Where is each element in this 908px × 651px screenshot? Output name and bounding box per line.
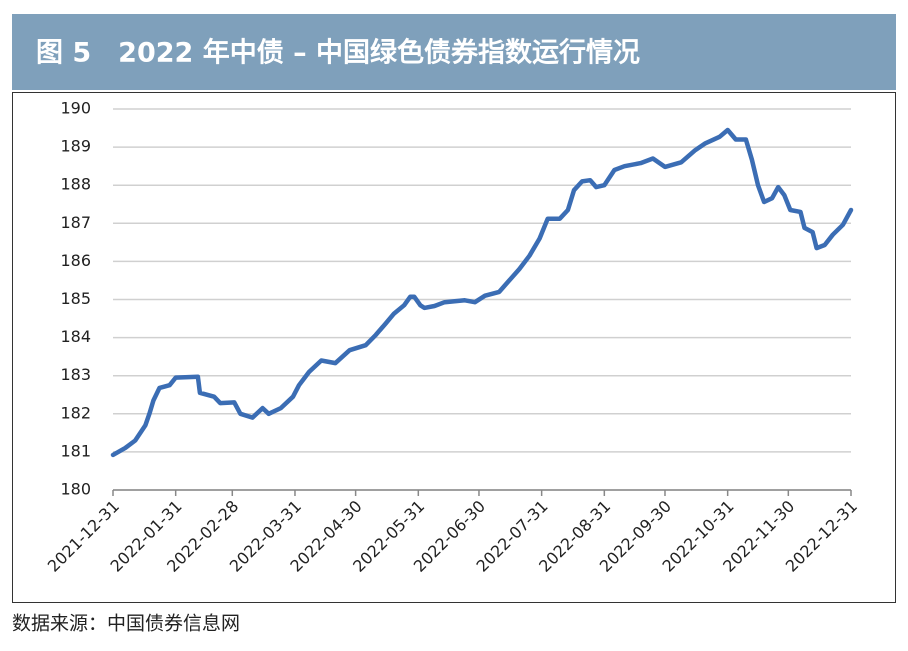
y-tick-label: 189 xyxy=(60,137,91,156)
title-bar xyxy=(12,14,896,90)
y-tick-label: 183 xyxy=(60,365,91,384)
y-tick-label: 185 xyxy=(60,289,91,308)
y-tick-label: 188 xyxy=(60,175,91,194)
source-note: 数据来源：中国债券信息网 xyxy=(12,613,240,635)
data-line xyxy=(110,127,854,458)
y-tick-label: 186 xyxy=(60,251,91,270)
y-tick-label: 182 xyxy=(60,403,91,422)
chart-frame xyxy=(12,92,896,603)
chart-title: 图 5 2022 年中债 – 中国绿色债券指数运行情况 xyxy=(36,37,640,69)
y-tick-label: 190 xyxy=(60,99,91,118)
y-tick-label: 181 xyxy=(60,441,91,460)
y-tick-label: 184 xyxy=(60,327,91,346)
y-tick-label: 180 xyxy=(60,480,91,499)
y-tick-label: 187 xyxy=(60,213,91,232)
